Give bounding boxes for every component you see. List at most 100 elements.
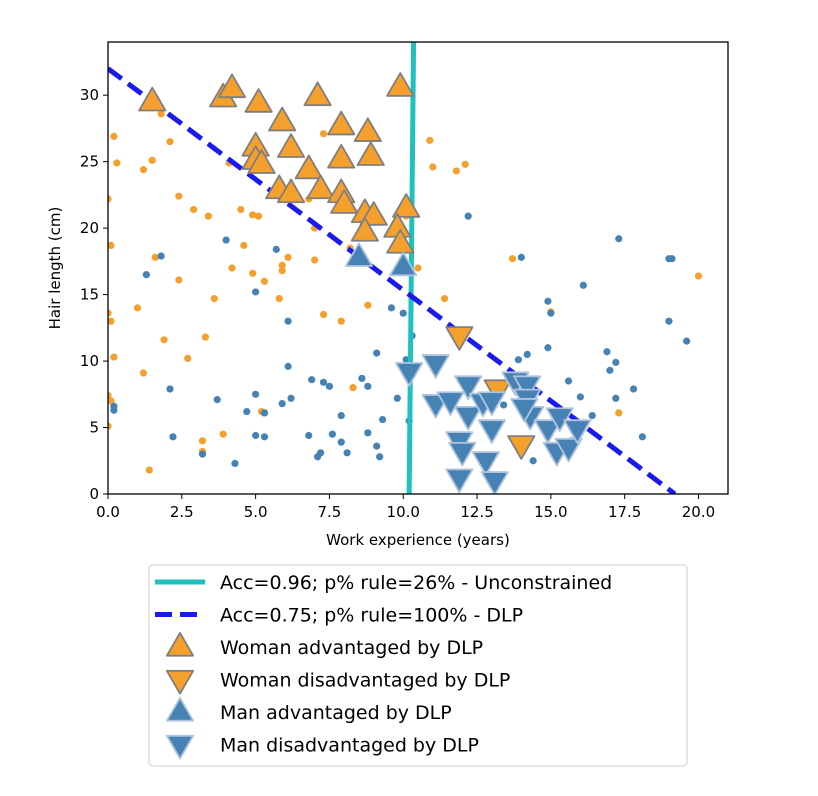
man-data-point [364, 429, 372, 437]
woman-data-point [139, 369, 148, 377]
man-data-point [373, 349, 381, 357]
woman-data-point [461, 160, 469, 168]
woman-data-point [311, 256, 319, 264]
legend-entry: Woman advantaged by DLP [165, 631, 483, 659]
man-data-point [606, 366, 614, 374]
man-data-point [544, 344, 552, 352]
woman-advantaged-marker [306, 174, 335, 200]
woman-data-point [198, 437, 207, 445]
dots-layer [108, 96, 703, 474]
woman-data-point [278, 267, 286, 275]
woman-data-point [184, 354, 192, 362]
man-advantaged-marker [344, 242, 374, 267]
man-disadvantaged-marker [533, 419, 563, 444]
x-tick-label: 5.0 [244, 503, 268, 521]
man-data-point [169, 433, 177, 441]
man-data-point [665, 317, 673, 325]
woman-advantaged-marker [268, 106, 297, 132]
woman-advantaged-marker [386, 72, 415, 97]
woman-disadvantaged-marker [507, 435, 536, 460]
woman-data-point [237, 205, 245, 214]
man-data-point [252, 390, 260, 398]
woman-data-point [364, 301, 372, 309]
x-tick-label: 7.5 [317, 503, 341, 521]
man-disadvantaged-marker [477, 391, 506, 416]
man-data-point [523, 350, 531, 359]
legend-entry: Acc=0.75; p% rule=100% - DLP [155, 605, 523, 627]
man-data-point [319, 378, 328, 386]
plot-frame [107, 41, 729, 495]
man-data-point [305, 431, 313, 440]
man-data-point [612, 358, 620, 366]
man-data-point [387, 304, 396, 312]
woman-data-point [414, 264, 422, 272]
woman-data-point [175, 192, 183, 200]
man-data-point [517, 253, 525, 261]
woman-data-point [108, 317, 115, 325]
woman-advantaged-marker [294, 154, 323, 180]
man-data-point [142, 271, 150, 279]
x-tick-label: 17.5 [608, 503, 641, 521]
man-disadvantaged-marker [421, 354, 450, 379]
legend-items: Acc=0.96; p% rule=26% - Unconstrained Acc… [155, 572, 612, 760]
x-tick-label: 10.0 [387, 503, 420, 521]
man-data-point [308, 376, 316, 384]
x-axis: 0.0 2.5 5.0 7.5 10.0 12.5 15.0 17.5 20.0 [96, 494, 715, 521]
legend-entry: Man disadvantaged by DLP [165, 735, 479, 760]
man-data-point [252, 288, 260, 296]
woman-data-point [349, 384, 357, 392]
man-data-point [683, 337, 691, 345]
woman-data-point [145, 466, 153, 474]
y-tick-label: 5 [89, 419, 99, 437]
woman-advantaged-marker [350, 217, 379, 242]
man-data-point [373, 442, 381, 450]
woman-data-point [249, 269, 257, 277]
woman-data-point [429, 163, 437, 171]
woman-data-point [319, 130, 328, 138]
man-data-point [260, 433, 269, 441]
man-data-point [325, 382, 334, 390]
woman-data-point [151, 253, 159, 261]
legend-entry: Man advantaged by DLP [165, 696, 452, 724]
woman-data-point [133, 304, 142, 312]
woman-advantaged-marker [330, 189, 359, 214]
legend-entry: Acc=0.96; p% rule=26% - Unconstrained [155, 572, 612, 594]
man-data-point [378, 415, 387, 424]
x-tick-label: 0.0 [96, 503, 120, 521]
legend-label: Woman disadvantaged by DLP [220, 670, 510, 692]
plot-area [108, 42, 703, 494]
man-data-point [272, 245, 280, 253]
woman-advantaged-marker [276, 133, 306, 158]
woman-advantaged-marker [247, 149, 276, 174]
legend-label: Acc=0.75; p% rule=100% - DLP [220, 605, 523, 627]
y-tick-label: 0 [89, 485, 99, 503]
woman-advantaged-marker [359, 201, 388, 226]
woman-data-point [190, 205, 198, 214]
man-data-point [222, 236, 230, 244]
woman-advantaged-marker [138, 86, 167, 112]
man-data-point [514, 356, 522, 364]
woman-disadvantaged-marker [445, 326, 474, 351]
legend-label: Man disadvantaged by DLP [220, 735, 479, 757]
y-tick-label: 15 [80, 286, 99, 304]
man-data-point [343, 449, 351, 457]
dlp-boundary-line [108, 66, 677, 494]
x-tick-label: 20.0 [682, 503, 715, 521]
legend-triangle-down-swatch [165, 669, 195, 695]
woman-data-point [228, 264, 236, 272]
man-disadvantaged-marker [445, 468, 474, 494]
man-data-point [603, 348, 611, 356]
man-disadvantaged-marker [395, 362, 424, 387]
woman-advantaged-marker [356, 141, 385, 166]
woman-advantaged-marker [386, 229, 415, 254]
man-data-point [198, 450, 207, 458]
man-disadvantaged-marker [471, 451, 501, 476]
woman-advantaged-marker [392, 193, 421, 218]
woman-data-point [452, 167, 460, 175]
man-disadvantaged-marker [477, 419, 506, 444]
man-data-point [612, 394, 620, 402]
woman-data-point [166, 138, 174, 146]
triangle-markers-layer [138, 72, 592, 494]
woman-advantaged-marker [303, 81, 332, 107]
woman-data-point [139, 166, 148, 174]
